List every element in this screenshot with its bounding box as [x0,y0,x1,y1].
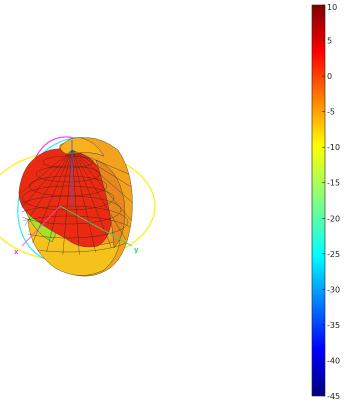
mesh-meridian [20,149,73,218]
colorbar-tick-label: -35 [327,321,340,330]
mesh-meridian [46,149,73,252]
colorbar-tick-label: -40 [327,356,340,365]
colorbar-tick-label: 0 [327,72,332,81]
y-axis-line [59,205,133,247]
mesh-meridian [71,149,127,241]
radiation-pattern-plot: x y [0,136,156,277]
x-axis-line [21,205,61,247]
colorbar-tick-label: -30 [327,285,340,294]
colorbar-tick-label: 10 [327,3,337,12]
colorbar-tick-label: -10 [327,143,340,152]
colorbar-tick-label: -15 [327,179,340,188]
colorbar-ticks: 10 5 0 -5 -10 -15 -20 -25 -30 -35 -40 -45 [322,3,340,400]
colorbar-tick-label: 5 [327,37,332,46]
mesh-meridian [71,149,80,255]
mesh-meridian [62,149,73,255]
mesh-meridian [71,149,133,206]
mesh-meridian [20,149,73,230]
mesh-meridian [71,149,96,253]
colorbar-tick-label: -20 [327,214,340,223]
mesh-meridian [71,149,133,220]
mesh-meridian [20,149,73,240]
mesh-meridian [71,149,133,231]
colorbar-svg: 10 5 0 -5 -10 -15 -20 -25 -30 -35 -40 -45 [311,3,340,400]
y-axis-label: y [134,246,139,254]
mesh-parallel [20,215,133,253]
mesh-meridian [71,149,133,192]
colorbar-gradient [311,4,326,397]
surface-mesh [20,149,133,255]
mesh-parallel [42,155,94,169]
colorbar-tick-label: -45 [327,392,340,400]
colorbar: 10 5 0 -5 -10 -15 -20 -25 -30 -35 -40 -45 [306,0,348,400]
mesh-parallel [20,205,129,239]
mesh-parallel [20,195,122,225]
x-axis-label: x [14,248,19,256]
colorbar-tick-label: -5 [327,108,335,117]
colorbar-tick-label: -25 [327,250,340,259]
mesh-parallel [35,165,101,183]
pattern-surface [18,137,133,277]
